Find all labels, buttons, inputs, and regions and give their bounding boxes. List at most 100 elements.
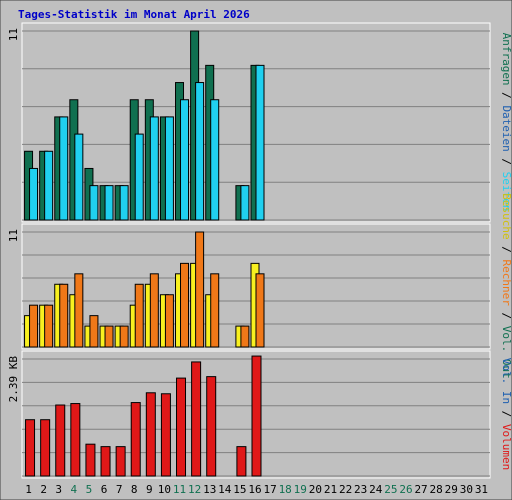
bar-rechner-day-10 [164, 294, 174, 348]
side-legend-item: Vol. In [500, 358, 512, 404]
x-tick-label: 20 [309, 483, 322, 496]
x-tick-label: 10 [158, 483, 171, 496]
side-legend-item: Anfragen [500, 33, 512, 86]
bar-volumen-day-3 [55, 404, 66, 477]
x-tick-label: 4 [71, 483, 78, 496]
bar-dateien-day-2 [44, 150, 54, 221]
x-tick-label: 2 [40, 483, 47, 496]
bar-rechner-day-5 [89, 315, 99, 348]
x-tick-label: 7 [116, 483, 123, 496]
side-legend-item: Seiten [500, 172, 512, 212]
bar-dateien-day-10 [164, 116, 174, 221]
side-legend-separator: / [500, 152, 512, 172]
bar-dateien-day-16 [255, 64, 265, 221]
x-tick-label: 26 [399, 483, 412, 496]
bar-rechner-day-11 [180, 262, 190, 348]
side-legend-item: Vol. Out [500, 326, 512, 379]
bar-dateien-day-6 [104, 185, 114, 221]
bar-volumen-day-11 [176, 377, 187, 477]
x-tick-label: 15 [233, 483, 246, 496]
bar-rechner-day-8 [134, 283, 144, 348]
panel-bottom: 2.39 KB [7, 350, 491, 479]
bar-volumen-day-10 [160, 393, 171, 477]
bar-dateien-day-8 [134, 133, 144, 221]
y-max-label: 11 [7, 229, 20, 242]
bar-rechner-day-16 [255, 273, 265, 348]
bar-rechner-day-2 [44, 304, 54, 348]
bar-dateien-day-13 [210, 99, 220, 221]
bar-dateien-day-11 [180, 99, 190, 221]
x-tick-label: 31 [475, 483, 488, 496]
x-tick-label: 30 [460, 483, 473, 496]
side-legend-item: Dateien [500, 105, 512, 151]
bar-dateien-day-1 [29, 167, 39, 221]
bar-rechner-day-12 [195, 231, 205, 348]
side-legend-top: Anfragen / Dateien / Seiten [500, 33, 512, 212]
side-legend-item: Rechner [500, 260, 512, 307]
side-legend-separator: / [500, 404, 512, 424]
x-tick-label: 25 [384, 483, 397, 496]
x-tick-label: 19 [294, 483, 307, 496]
x-tick-label: 28 [430, 483, 443, 496]
chart-panels: 11 11 2.39 KB [7, 22, 491, 479]
x-tick-label: 21 [324, 483, 337, 496]
bar-rechner-day-13 [210, 273, 220, 348]
bar-volumen-day-15 [236, 446, 247, 477]
y-max-label: 11 [7, 28, 20, 41]
bar-dateien-day-15 [240, 185, 250, 221]
bar-volumen-day-8 [130, 402, 141, 477]
x-tick-label: 18 [279, 483, 292, 496]
x-tick-label: 3 [55, 483, 62, 496]
bar-volumen-day-7 [115, 446, 126, 477]
x-tick-label: 29 [445, 483, 458, 496]
x-tick-label: 1 [25, 483, 32, 496]
x-axis-labels: 1 2 3 4 5 6 7 8 9 10 11 12 13 14 15 16 17 18 19 20 21 22 23 24 2… [25, 483, 488, 496]
bar-rechner-day-4 [74, 273, 84, 348]
side-legend-separator: / [500, 306, 512, 326]
x-tick-label: 23 [354, 483, 367, 496]
x-tick-label: 8 [131, 483, 138, 496]
bar-rechner-day-1 [29, 304, 39, 348]
x-tick-label: 11 [173, 483, 186, 496]
bar-volumen-day-5 [85, 443, 96, 477]
bar-rechner-day-9 [149, 273, 159, 348]
bar-volumen-day-13 [206, 376, 217, 477]
bar-rechner-day-7 [119, 325, 129, 348]
x-tick-label: 24 [369, 483, 383, 496]
x-tick-label: 14 [218, 483, 232, 496]
x-tick-label: 12 [188, 483, 201, 496]
panel-middle: 11 [7, 223, 491, 350]
x-tick-label: 6 [101, 483, 108, 496]
side-legend-item: Volumen [500, 424, 512, 470]
bar-dateien-day-4 [74, 133, 84, 221]
bar-dateien-day-12 [195, 82, 205, 221]
x-tick-label: 22 [339, 483, 352, 496]
x-tick-label: 9 [146, 483, 153, 496]
bar-volumen-day-4 [70, 403, 81, 477]
bar-volumen-day-9 [145, 392, 156, 477]
bar-volumen-day-12 [191, 361, 202, 477]
bar-rechner-day-6 [104, 325, 114, 348]
x-tick-label: 16 [248, 483, 261, 496]
panel-top: 11 [7, 22, 491, 223]
x-tick-label: 27 [414, 483, 427, 496]
x-tick-label: 17 [263, 483, 276, 496]
bar-dateien-day-9 [149, 116, 159, 221]
bar-volumen-day-6 [100, 446, 111, 477]
bar-volumen-day-1 [25, 419, 36, 477]
chart-title: Tages-Statistik im Monat April 2026 [18, 8, 250, 21]
bar-volumen-day-2 [40, 419, 51, 477]
bar-dateien-day-3 [59, 116, 69, 221]
bar-rechner-day-15 [240, 325, 250, 348]
bar-dateien-day-5 [89, 185, 99, 221]
bar-dateien-day-7 [119, 185, 129, 221]
side-legend-middle: Besuche / Rechner / Vol. Out [500, 193, 512, 378]
bar-volumen-day-16 [251, 355, 262, 477]
x-tick-label: 13 [203, 483, 216, 496]
bar-rechner-day-3 [59, 283, 69, 348]
x-tick-label: 5 [86, 483, 93, 496]
side-legend-item: Besuche [500, 193, 512, 239]
side-legend-separator: / [500, 240, 512, 260]
